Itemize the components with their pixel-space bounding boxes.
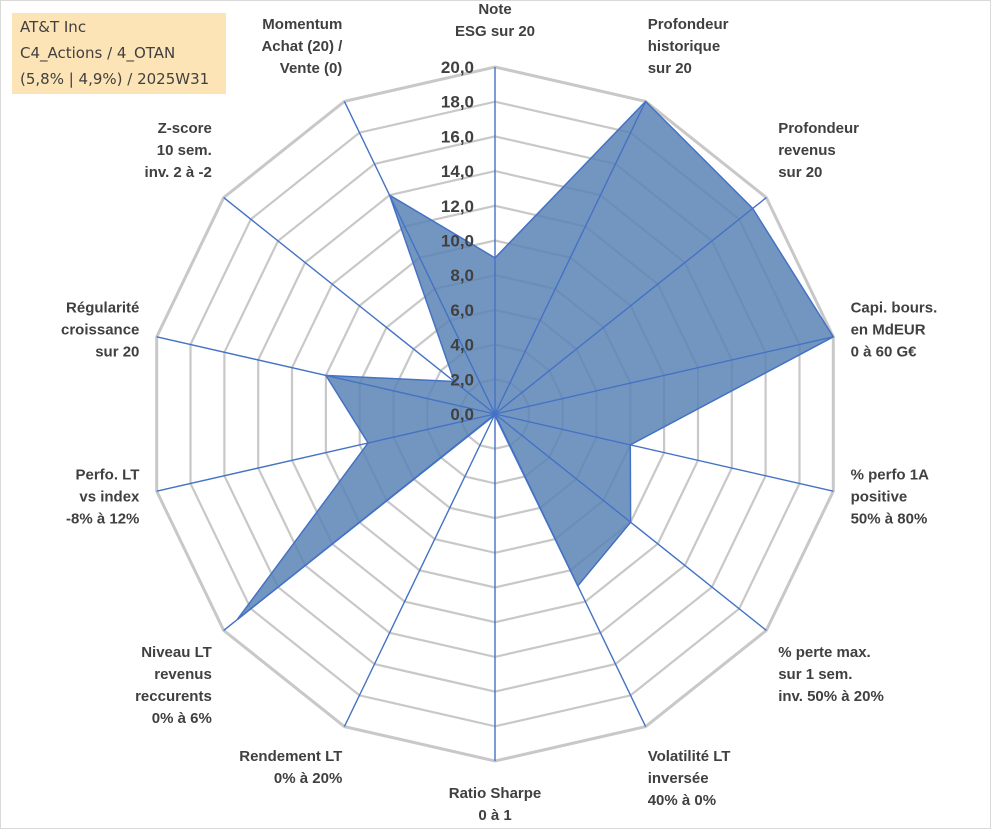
radar-spokes — [156, 67, 834, 761]
category-labels: Note ESG sur 20 Profondeur historique sur 20… — [61, 1, 937, 824]
axis-spoke — [156, 413, 496, 492]
category-label: Volatilité LT inversée 40% à 0% — [648, 748, 731, 809]
tick-label: 4,0 — [450, 336, 474, 355]
axis-spoke — [343, 101, 496, 415]
tick-label: 2,0 — [450, 370, 474, 389]
axis-spoke — [223, 413, 496, 631]
tick-label: 0,0 — [450, 405, 474, 424]
category-label: Régularité croissance sur 20 — [61, 300, 139, 361]
axis-spoke — [223, 197, 496, 415]
category-label: Rendement LT 0% à 20% — [239, 748, 342, 787]
category-label: Profondeur revenus sur 20 — [778, 120, 859, 181]
tick-label: 18,0 — [441, 93, 474, 112]
tick-label: 16,0 — [441, 127, 474, 146]
category-label: % perte max. sur 1 sem. inv. 50% à 20% — [778, 644, 884, 705]
tick-label: 20,0 — [441, 58, 474, 77]
category-label: Capi. bours. en MdEUR 0 à 60 G€ — [851, 300, 938, 361]
category-label: % perfo 1A positive 50% à 80% — [851, 466, 930, 527]
info-line-company: AT&T Inc — [20, 18, 87, 36]
tick-label: 14,0 — [441, 162, 474, 181]
axis-spoke — [494, 413, 647, 727]
info-line-portfolio: C4_Actions / 4_OTAN — [20, 44, 176, 62]
category-label: Niveau LT revenus reccurents 0% à 6% — [135, 644, 212, 727]
axis-spoke — [343, 413, 496, 727]
info-line-yield-week: (5,8% | 4,9%) / 2025W31 — [20, 70, 210, 88]
category-label: Perfo. LT vs index -8% à 12% — [66, 466, 140, 527]
info-box: AT&T Inc C4_Actions / 4_OTAN (5,8% | 4,9… — [12, 13, 226, 94]
category-label: Note ESG sur 20 — [455, 1, 535, 40]
category-label: Z-score 10 sem. inv. 2 à -2 — [145, 120, 212, 181]
tick-label: 8,0 — [450, 266, 474, 285]
tick-label: 6,0 — [450, 301, 474, 320]
axis-spoke — [494, 101, 647, 415]
axis-spoke — [494, 413, 834, 492]
category-label: Momentum Achat (20) / Vente (0) — [261, 16, 343, 77]
category-label: Ratio Sharpe 0 à 1 — [449, 785, 542, 824]
axis-spoke — [494, 197, 767, 415]
axis-spoke — [494, 413, 767, 631]
axis-spoke — [494, 336, 834, 415]
tick-label: 12,0 — [441, 197, 474, 216]
category-label: Profondeur historique sur 20 — [648, 16, 729, 77]
axis-spoke — [156, 336, 496, 415]
radial-tick-labels: 0,0 2,0 4,0 6,0 8,0 10,0 12,0 14,0 16,0 18,0 20,0 — [441, 58, 474, 424]
tick-label: 10,0 — [441, 232, 474, 251]
